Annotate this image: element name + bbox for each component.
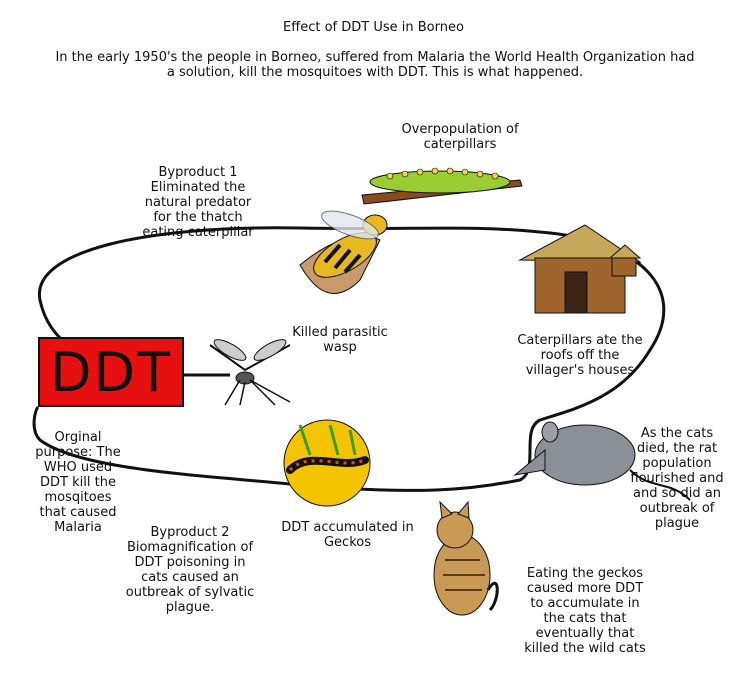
- overpopulation-label: Overpopulation of caterpillars: [401, 122, 519, 152]
- rats-label: As the cats died, the rat population flo…: [630, 426, 724, 531]
- ddt-box: DDT: [38, 337, 184, 407]
- gecko-icon: [283, 419, 371, 507]
- original-purpose-label: Orginal purpose: The WHO used DDT kill t…: [35, 430, 121, 535]
- hut-icon: [518, 224, 642, 314]
- geckos-label: DDT accumulated in Geckos: [281, 520, 414, 550]
- intro-text: In the early 1950's the people in Borneo…: [55, 50, 695, 80]
- wasp-icon: [299, 210, 388, 294]
- mosquito-icon: [209, 339, 291, 406]
- cat-icon: [433, 500, 499, 616]
- caterpillar-icon: [361, 167, 523, 205]
- cycle-loop: [32, 226, 666, 492]
- byproduct1-label: Byproduct 1 Eliminated the natural preda…: [142, 165, 254, 240]
- byproduct2-label: Byproduct 2 Biomagnification of DDT pois…: [125, 525, 255, 615]
- roofs-label: Caterpillars ate the roofs off the villa…: [517, 333, 643, 378]
- diagram-title: Effect of DDT Use in Borneo: [283, 20, 464, 35]
- ddt-label: DDT: [49, 340, 173, 404]
- killed-wasp-label: Killed parasitic wasp: [292, 325, 388, 355]
- rat-icon: [513, 421, 691, 501]
- cats-label: Eating the geckos caused more DDT to acc…: [524, 566, 646, 656]
